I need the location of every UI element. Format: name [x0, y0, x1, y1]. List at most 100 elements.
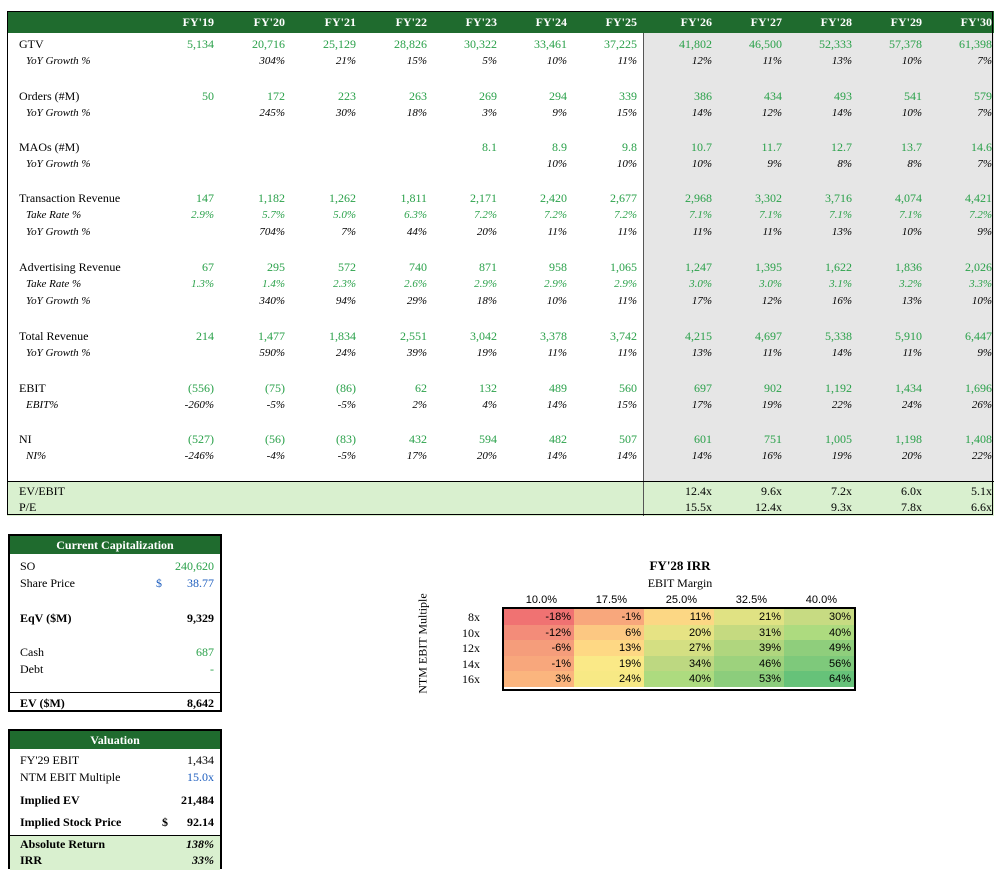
- row-label: GTV: [19, 37, 44, 51]
- multiple-cell: 5.1x: [971, 484, 992, 498]
- irr-col-header: 25.0%: [665, 594, 697, 606]
- table-cell: 434: [764, 89, 782, 103]
- table-cell: 14%: [831, 347, 852, 359]
- table-cell: 3.2%: [899, 278, 922, 290]
- table-cell: 4,697: [755, 329, 782, 343]
- irr-row-header: 16x: [462, 672, 480, 687]
- table-cell: 704%: [259, 226, 285, 238]
- table-cell: 11.7: [761, 140, 782, 154]
- table-cell: 30,322: [464, 37, 497, 51]
- table-cell: 2,551: [400, 329, 427, 343]
- irr-title: FY'28 IRR: [649, 558, 711, 573]
- table-cell: 697: [694, 381, 712, 395]
- table-cell: 10%: [901, 55, 922, 67]
- row-label: NI%: [26, 450, 47, 462]
- table-cell: 14%: [831, 107, 852, 119]
- table-cell: 9%: [977, 347, 992, 359]
- table-cell: 50: [202, 89, 214, 103]
- table-cell: 20%: [476, 450, 497, 462]
- table-cell: 5,910: [895, 329, 922, 343]
- irr-col-header: 40.0%: [805, 594, 837, 606]
- multiple-cell: 9.3x: [831, 500, 852, 514]
- table-cell: 1,622: [825, 260, 852, 274]
- table-cell: 14%: [546, 399, 567, 411]
- ntm-multiple-label: NTM EBIT Multiple: [20, 770, 121, 784]
- return-band: [10, 835, 220, 870]
- irr-cell: 21%: [714, 609, 784, 625]
- table-cell: 12%: [761, 107, 782, 119]
- row-label: YoY Growth %: [26, 55, 91, 67]
- table-cell: 340%: [259, 295, 285, 307]
- ev-divider: [10, 692, 220, 693]
- table-cell: [148, 224, 214, 241]
- irr-cell: 11%: [644, 609, 714, 625]
- table-cell: 7.1%: [899, 209, 922, 221]
- table-cell: 7%: [341, 226, 356, 238]
- table-cell: 2,171: [470, 191, 497, 205]
- table-cell: [148, 156, 214, 173]
- multiple-cell: 7.8x: [901, 500, 922, 514]
- absolute-return-label: Absolute Return: [20, 837, 106, 851]
- irr-value: 33%: [192, 853, 214, 867]
- ev-label: EV ($M): [20, 696, 65, 710]
- table-cell: 223: [338, 89, 356, 103]
- row-label: Orders (#M): [19, 89, 80, 103]
- table-cell: 14%: [691, 450, 712, 462]
- table-cell: 432: [409, 432, 427, 446]
- table-cell: 28,826: [394, 37, 427, 51]
- eqv-value: 9,329: [187, 611, 214, 625]
- table-cell: 1,005: [825, 432, 852, 446]
- table-cell: 19%: [831, 450, 852, 462]
- implied-ev-label: Implied EV: [20, 793, 80, 807]
- table-cell: 61,398: [959, 37, 992, 51]
- irr-grid-border: [502, 607, 856, 691]
- table-cell: 386: [694, 89, 712, 103]
- year-header-cell: FY'24: [535, 15, 567, 29]
- table-cell: 1,408: [965, 432, 992, 446]
- table-cell: 9.8: [622, 140, 637, 154]
- table-cell: [361, 156, 427, 173]
- implied-price-currency: $: [162, 815, 168, 829]
- table-cell: 7.2%: [474, 209, 497, 221]
- table-cell: 11%: [547, 347, 567, 359]
- table-cell: 1,192: [825, 381, 852, 395]
- table-cell: 7%: [977, 158, 992, 170]
- ntm-multiple-value: 15.0x: [187, 770, 214, 784]
- table-cell: 14%: [616, 450, 637, 462]
- irr-cell: 49%: [784, 640, 854, 657]
- multiple-cell: 15.5x: [685, 500, 712, 514]
- table-cell: [148, 53, 214, 70]
- table-cell: 19%: [476, 347, 497, 359]
- table-cell: 3,716: [825, 191, 852, 205]
- table-cell: 3.0%: [759, 278, 782, 290]
- table-cell: 21%: [335, 55, 356, 67]
- fy29-ebit-label: FY'29 EBIT: [20, 753, 80, 767]
- table-cell: 10%: [691, 158, 712, 170]
- row-label: Total Revenue: [19, 329, 89, 343]
- table-border: [7, 11, 993, 515]
- year-header-cell: FY'25: [605, 15, 637, 29]
- table-cell: [290, 156, 356, 173]
- irr-cell: 39%: [714, 640, 784, 657]
- row-label: NI: [19, 432, 32, 446]
- table-cell: 9%: [552, 107, 567, 119]
- table-cell: 4,074: [895, 191, 922, 205]
- table-cell: 489: [549, 381, 567, 395]
- table-cell: 3.0%: [689, 278, 712, 290]
- table-cell: 1,434: [895, 381, 922, 395]
- table-cell: 3,042: [470, 329, 497, 343]
- table-cell: 579: [974, 89, 992, 103]
- table-cell: 295: [267, 260, 285, 274]
- table-cell: 3.3%: [969, 278, 992, 290]
- irr-row-header: 8x: [468, 610, 480, 624]
- table-cell: 22%: [971, 450, 992, 462]
- table-cell: 13%: [901, 295, 922, 307]
- table-cell: 11%: [902, 347, 922, 359]
- table-cell: 1,262: [329, 191, 356, 205]
- table-cell: 8.1: [482, 140, 497, 154]
- table-cell: 2,968: [685, 191, 712, 205]
- table-cell: -260%: [184, 399, 214, 411]
- projection-divider: [643, 33, 644, 516]
- irr-cell: 53%: [714, 671, 784, 688]
- irr-col-header: 10.0%: [525, 594, 557, 606]
